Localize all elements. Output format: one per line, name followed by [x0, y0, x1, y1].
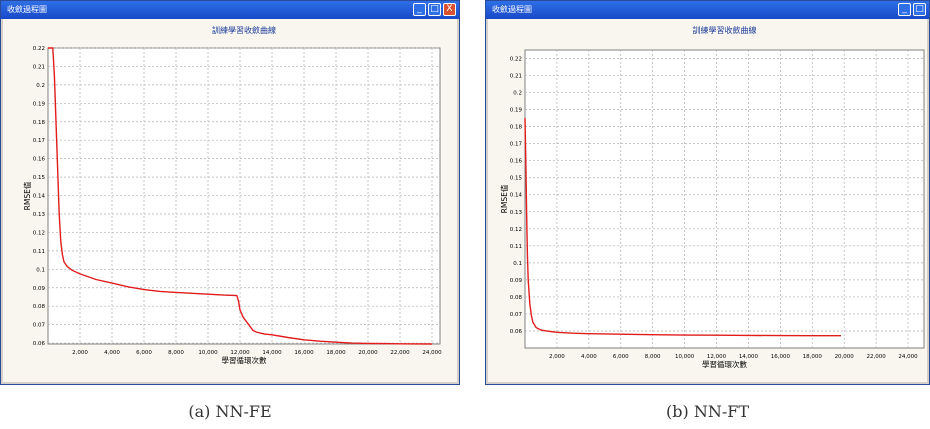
x-tick-label: 4,000 [581, 354, 597, 360]
x-tick-label: 18,000 [803, 354, 823, 360]
y-tick-label: 0.13 [33, 212, 46, 218]
y-tick-label: 0.08 [33, 304, 46, 310]
x-tick-label: 16,000 [294, 350, 314, 356]
y-tick-label: 0.2 [513, 91, 522, 97]
y-tick-label: 0.06 [33, 341, 46, 347]
y-tick-label: 0.22 [510, 57, 522, 63]
x-tick-label: 20,000 [835, 354, 855, 360]
y-tick-label: 0.07 [33, 323, 46, 329]
y-tick-label: 0.13 [510, 210, 523, 216]
y-tick-label: 0.19 [510, 108, 523, 114]
caption-b: (b) NN-FT [666, 402, 749, 421]
y-tick-label: 0.17 [33, 138, 46, 144]
close-icon[interactable]: X [443, 3, 456, 16]
plot-area [47, 47, 441, 345]
y-tick-label: 0.18 [510, 125, 523, 131]
rmse-series-line [524, 118, 841, 337]
y-tick-label: 0.11 [33, 249, 45, 255]
x-tick-label: 24,000 [422, 350, 442, 356]
y-tick-label: 0.08 [510, 295, 523, 301]
x-tick-label: 4,000 [104, 350, 120, 356]
y-tick-label: 0.11 [510, 244, 522, 250]
title-bar[interactable]: 收斂過程圖 _ □ X [1, 1, 459, 19]
x-tick-label: 12,000 [707, 354, 727, 360]
x-tick-label: 12,000 [230, 350, 250, 356]
y-tick-label: 0.17 [510, 142, 523, 148]
window-title: 收斂過程圖 [7, 5, 47, 14]
y-tick-label: 0.14 [510, 193, 523, 199]
chart-area: 訓練學習收斂曲線 2,000 4,000 6,000 8,000 10,000 12,000… [488, 19, 927, 382]
y-axis-label: RMSE值 [22, 181, 32, 210]
x-tick-label: 8,000 [168, 350, 184, 356]
x-tick-label: 6,000 [613, 354, 629, 360]
x-tick-label: 24,000 [898, 354, 918, 360]
chart-title: 訓練學習收斂曲線 [693, 25, 757, 35]
x-tick-label: 18,000 [326, 350, 346, 356]
y-tick-label: 0.12 [33, 230, 45, 236]
y-tick-label: 0.22 [33, 46, 45, 52]
minimize-icon[interactable]: _ [898, 3, 911, 16]
y-tick-label: 0.16 [33, 157, 46, 163]
y-tick-label: 0.09 [510, 278, 523, 284]
y-tick-label: 0.06 [510, 329, 523, 335]
y-tick-label: 0.2 [36, 83, 45, 89]
y-tick-label: 0.18 [33, 120, 46, 126]
title-bar[interactable]: 收斂過程圖 _ □ [486, 1, 929, 19]
y-tick-label: 0.07 [510, 312, 523, 318]
y-tick-label: 0.12 [510, 227, 522, 233]
convergence-window-a: 收斂過程圖 _ □ X 訓練學習收斂曲線 2,000 4,000 6,000 8,000… [0, 0, 460, 385]
x-tick-label: 22,000 [390, 350, 410, 356]
x-axis-label: 學習循環次數 [222, 355, 267, 365]
x-tick-label: 2,000 [549, 354, 565, 360]
y-tick-label: 0.19 [33, 101, 46, 107]
rmse-series-line [48, 47, 433, 345]
y-tick-label: 0.15 [510, 176, 523, 182]
minimize-icon[interactable]: _ [413, 3, 426, 16]
x-tick-label: 22,000 [866, 354, 886, 360]
convergence-window-b: 收斂過程圖 _ □ 訓練學習收斂曲線 2,000 4,000 6,000 8,000 10… [485, 0, 930, 385]
x-axis-label: 學習循環次數 [702, 359, 747, 369]
y-tick-label: 0.16 [510, 159, 523, 165]
y-tick-label: 0.14 [33, 194, 46, 200]
x-tick-label: 2,000 [72, 350, 88, 356]
x-tick-label: 14,000 [739, 354, 759, 360]
x-tick-label: 20,000 [358, 350, 378, 356]
convergence-chart-a: 訓練學習收斂曲線 2,000 4,000 6,000 8,000 10,000 12,000… [22, 25, 442, 365]
plot-area [524, 49, 925, 349]
x-tick-label: 10,000 [675, 354, 695, 360]
x-tick-label: 6,000 [136, 350, 152, 356]
y-tick-label: 0.15 [33, 175, 46, 181]
convergence-chart-b: 訓練學習收斂曲線 2,000 4,000 6,000 8,000 10,000 12,000… [499, 25, 925, 369]
y-tick-label: 0.1 [36, 267, 45, 273]
y-tick-label: 0.21 [510, 74, 522, 80]
chart-area: 訓練學習收斂曲線 2,000 4,000 6,000 8,000 10,000 12,000… [3, 19, 457, 382]
y-tick-label: 0.1 [513, 261, 522, 267]
x-tick-label: 16,000 [771, 354, 791, 360]
x-tick-label: 14,000 [262, 350, 282, 356]
chart-title: 訓練學習收斂曲線 [212, 25, 276, 35]
window-title: 收斂過程圖 [492, 5, 532, 14]
x-tick-label: 8,000 [645, 354, 661, 360]
maximize-icon[interactable]: □ [428, 3, 441, 16]
y-tick-label: 0.09 [33, 286, 46, 292]
maximize-icon[interactable]: □ [913, 3, 926, 16]
y-tick-label: 0.21 [33, 64, 45, 70]
y-axis-label: RMSE值 [499, 184, 509, 213]
x-tick-label: 10,000 [198, 350, 218, 356]
caption-a: (a) NN-FE [188, 402, 272, 421]
